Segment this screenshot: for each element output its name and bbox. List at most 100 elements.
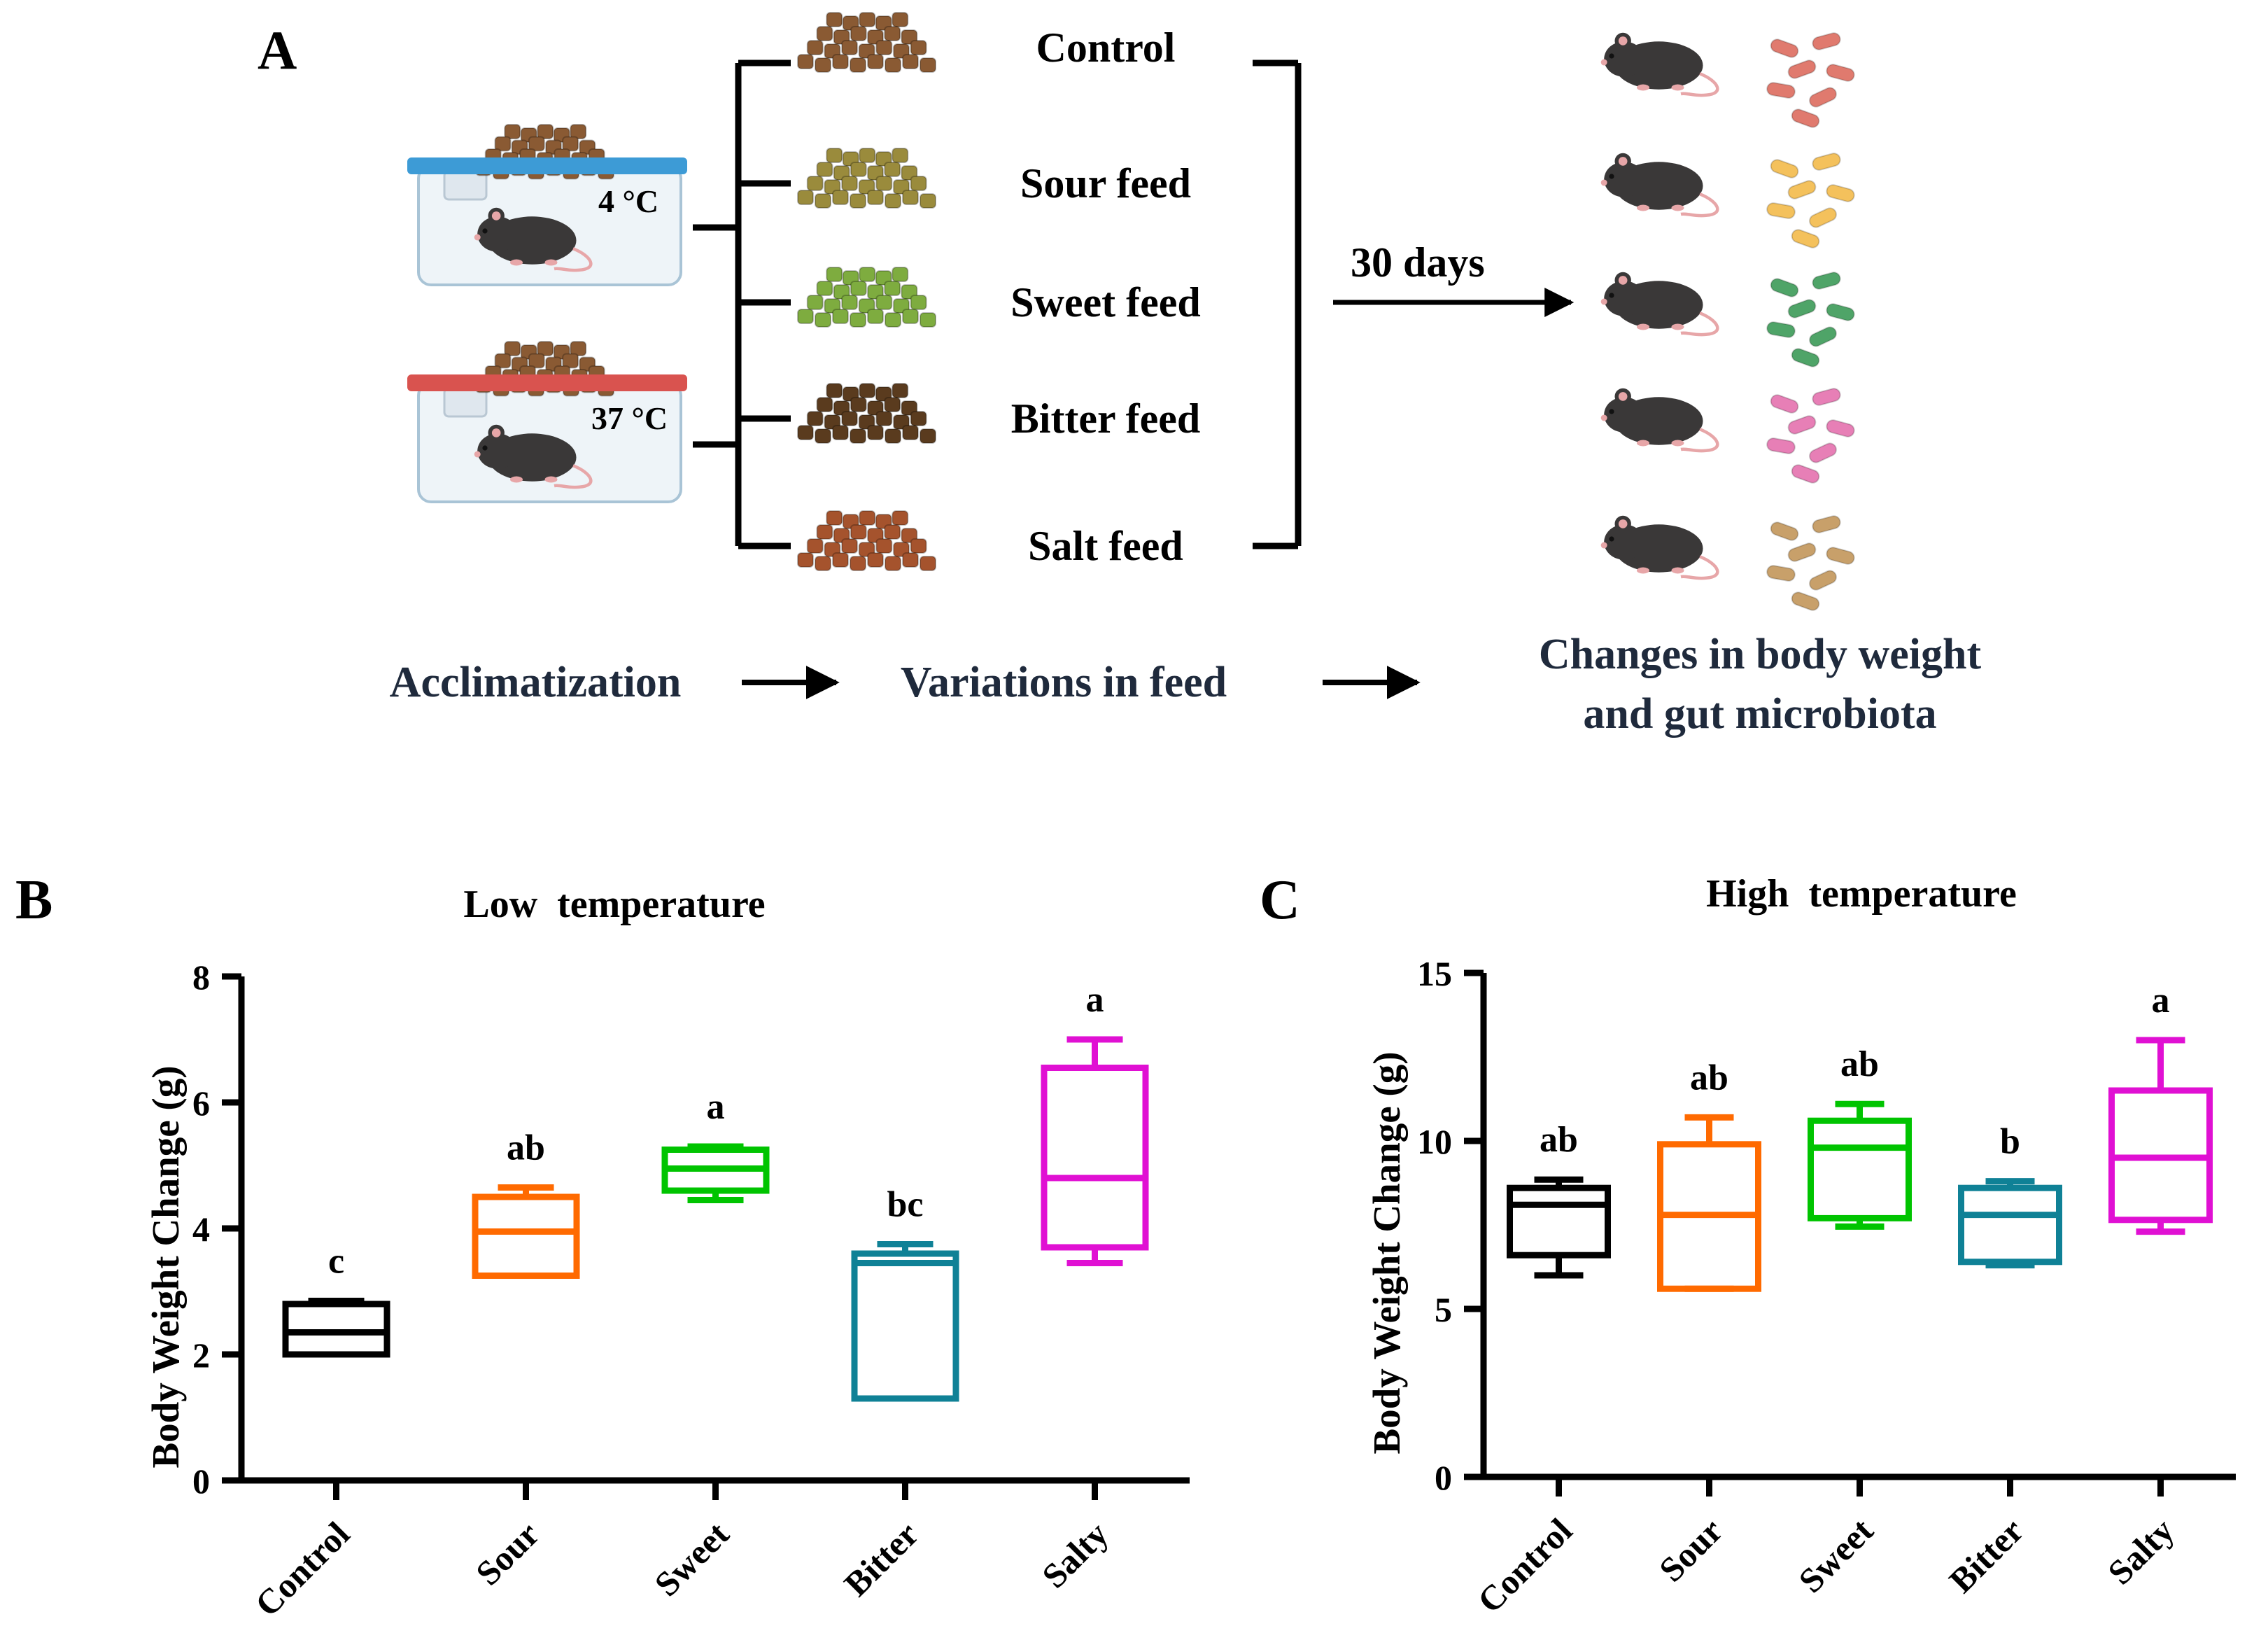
- box-iqr: [1958, 1184, 2062, 1266]
- step-variations: Variations in feed: [901, 659, 1227, 706]
- chart-title-b: Low temperature: [463, 883, 765, 926]
- y-axis-label-c: Body Weight Change (g): [1365, 1051, 1408, 1454]
- x-tick-label: Control: [1470, 1511, 1579, 1620]
- box-bitter: [851, 1241, 959, 1402]
- significance-letter: a: [707, 1087, 725, 1127]
- cage-lid: [407, 374, 687, 391]
- chart-b-plot: 0 2 4 6 8 Control c Sour ab Sweet a Bitter bc Salty a: [192, 958, 1190, 1624]
- box-bitter: [1958, 1178, 2062, 1269]
- y-tick-label: 8: [192, 958, 210, 997]
- box-sour: [1657, 1114, 1761, 1292]
- y-tick-label: 6: [192, 1084, 210, 1123]
- x-tick-label: Bitter: [1941, 1511, 2031, 1600]
- feed-bracket: [693, 59, 791, 549]
- outcome-line-2: and gut microbiota: [1583, 690, 1936, 738]
- feed-pellets: [797, 12, 936, 73]
- chart-c-plot: 0 5 10 15 Control ab Sour ab Sweet ab Bitter b Salty…: [1417, 954, 2236, 1620]
- box-sweet: [661, 1143, 770, 1203]
- mouse-icon: [1601, 153, 1718, 216]
- x-tick-label: Bitter: [836, 1514, 926, 1604]
- box-sweet: [1808, 1100, 1912, 1230]
- y-axis-label-b: Body Weight Change (g): [144, 1065, 187, 1468]
- y-tick-label: 15: [1417, 954, 1452, 993]
- mouse-icon: [1601, 272, 1718, 335]
- chart-title-c: High temperature: [1706, 872, 2017, 916]
- bacteria-icon: [1766, 515, 1855, 611]
- cage-lid: [407, 157, 687, 174]
- feed-item: Sweet feed: [797, 267, 1201, 328]
- significance-letter: ab: [1540, 1120, 1578, 1160]
- panel-c-chart: C High temperature Body Weight Change (g…: [1260, 869, 2236, 1620]
- cage-0: 4 °C: [407, 124, 687, 286]
- feed-pellets: [797, 510, 936, 571]
- feed-item: Bitter feed: [797, 383, 1200, 444]
- box-iqr: [1808, 1117, 1912, 1221]
- box-salty: [2108, 1037, 2213, 1235]
- cage-temperature: 37 °C: [591, 400, 668, 436]
- mouse-icon: [1601, 33, 1718, 95]
- mouse-icon: [1601, 388, 1718, 451]
- feed-pellets: [797, 383, 936, 444]
- outcome-item: [1601, 152, 1855, 248]
- panel-b-chart: B Low temperature Body Weight Change (g)…: [15, 869, 1190, 1624]
- box-iqr: [472, 1193, 580, 1279]
- cages: 4 °C 37 °C: [407, 124, 687, 503]
- feed-item: Sour feed: [797, 148, 1191, 209]
- feed-label: Sweet feed: [1010, 279, 1201, 325]
- feed-label: Bitter feed: [1011, 395, 1200, 442]
- cage-temperature: 4 °C: [598, 183, 658, 219]
- significance-letter: ab: [1690, 1058, 1728, 1098]
- panel-label-a: A: [258, 20, 297, 80]
- feed-label: Sour feed: [1020, 160, 1191, 206]
- bacteria-icon: [1766, 272, 1855, 367]
- y-tick-label: 0: [1435, 1458, 1452, 1497]
- x-tick-label: Control: [247, 1514, 357, 1624]
- feed-pellets: [797, 267, 936, 328]
- feed-item: Control: [797, 12, 1176, 73]
- x-tick-label: Salty: [1034, 1514, 1115, 1595]
- panel-a-schematic: A 4 °C 37 °C Control Sour feed Sweet feed Bi…: [258, 12, 1982, 738]
- x-tick-label: Sour: [1651, 1511, 1730, 1589]
- y-tick-label: 5: [1435, 1290, 1452, 1329]
- x-tick-label: Sour: [468, 1514, 547, 1592]
- mouse-icon: [1601, 516, 1718, 578]
- box-sour: [472, 1184, 580, 1279]
- bacteria-icon: [1766, 32, 1855, 128]
- x-tick-label: Salty: [2100, 1511, 2181, 1592]
- y-tick-label: 10: [1417, 1122, 1452, 1161]
- box-iqr: [1507, 1184, 1611, 1259]
- step-acclimatization: Acclimatization: [390, 659, 682, 706]
- box-salty: [1041, 1036, 1149, 1266]
- result-bracket: [1253, 59, 1302, 549]
- y-tick-label: 4: [192, 1210, 210, 1249]
- feed-label: Control: [1036, 24, 1176, 71]
- panel-label-c: C: [1260, 869, 1300, 931]
- box-control: [1507, 1176, 1611, 1279]
- significance-letter: a: [2152, 981, 2170, 1021]
- bacteria-icon: [1766, 153, 1855, 248]
- significance-letter: ab: [507, 1128, 545, 1168]
- bacteria-icon: [1766, 388, 1855, 484]
- y-tick-label: 2: [192, 1336, 210, 1375]
- outcome-line-1: Changes in body weight: [1539, 631, 1982, 678]
- feed-list: Control Sour feed Sweet feed Bitter feed Sal…: [797, 12, 1201, 571]
- duration-label: 30 days: [1351, 239, 1485, 286]
- outcome-list: [1601, 31, 1855, 611]
- panel-label-b: B: [15, 869, 52, 931]
- outcome-item: [1601, 31, 1855, 128]
- feed-item: Salt feed: [797, 510, 1183, 571]
- significance-letter: a: [1086, 980, 1104, 1020]
- significance-letter: b: [2000, 1122, 2020, 1162]
- box-iqr: [1041, 1065, 1149, 1251]
- significance-letter: ab: [1840, 1044, 1879, 1084]
- x-tick-label: Sweet: [647, 1514, 736, 1604]
- outcome-item: [1601, 387, 1855, 484]
- y-tick-label: 0: [192, 1462, 210, 1501]
- outcome-item: [1601, 514, 1855, 611]
- box-iqr: [851, 1250, 959, 1402]
- feed-pellets: [797, 148, 936, 209]
- x-tick-label: Sweet: [1791, 1511, 1880, 1600]
- outcome-item: [1601, 271, 1855, 367]
- cage-1: 37 °C: [407, 341, 687, 503]
